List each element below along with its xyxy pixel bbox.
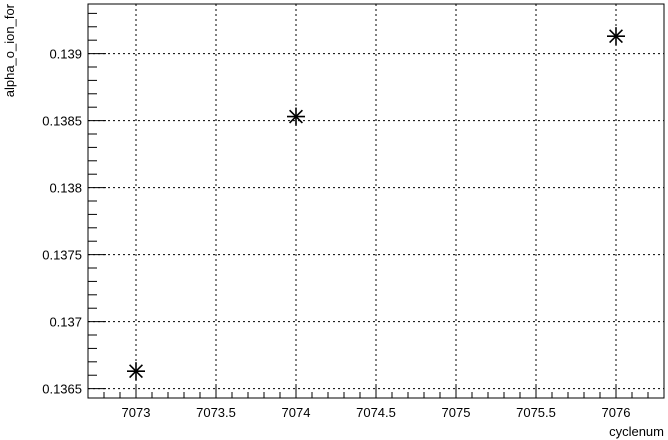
tick-layer: 7073 7073.5 7074 7074.5 7075 7075.5 7076 0.1365…: [42, 47, 630, 420]
y-tick-label: 0.138: [49, 181, 82, 196]
y-tick-label: 0.137: [49, 315, 82, 330]
y-tick-label: 0.139: [49, 47, 82, 62]
point-layer: [127, 27, 625, 381]
y-tick-label: 0.1385: [42, 114, 82, 129]
x-tick-label: 7073.5: [196, 405, 236, 420]
data-point: [127, 362, 145, 381]
data-point-stroke: [289, 109, 303, 124]
y-tick-label: 0.1375: [42, 248, 82, 263]
x-tick-label: 7074.5: [356, 405, 396, 420]
data-point: [607, 27, 625, 46]
grid-layer: [88, 4, 664, 398]
data-point: [287, 107, 305, 126]
x-axis-title: cyclenum: [609, 424, 664, 439]
data-point-stroke: [609, 29, 623, 44]
x-tick-label: 7076: [602, 405, 631, 420]
y-tick-label: 0.1365: [42, 382, 82, 397]
x-tick-label: 7075: [442, 405, 471, 420]
x-tick-label: 7074: [282, 405, 311, 420]
x-tick-label: 7075.5: [516, 405, 556, 420]
data-point-stroke: [129, 364, 143, 379]
y-axis-title: alpha_o_ion_for: [2, 3, 17, 97]
x-tick-label: 7073: [122, 405, 151, 420]
